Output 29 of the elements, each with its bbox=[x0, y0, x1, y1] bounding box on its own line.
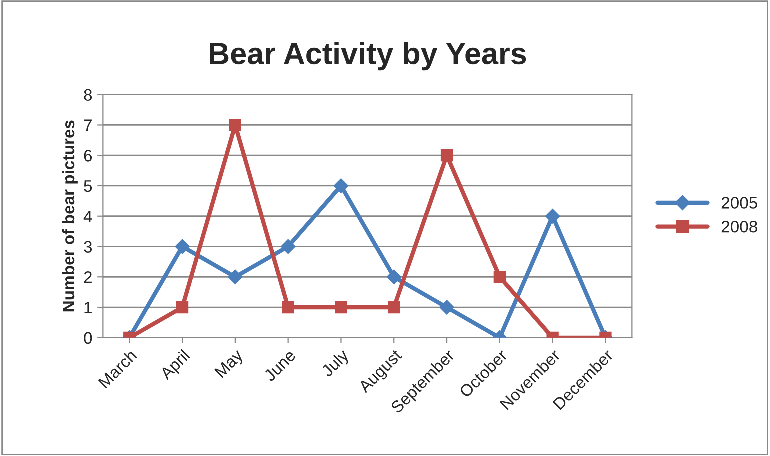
y-tick-label: 2 bbox=[84, 272, 92, 284]
point bbox=[386, 270, 402, 285]
legend-label: 2005 bbox=[722, 197, 758, 209]
y-tick-label: 6 bbox=[84, 150, 92, 162]
y-axis-title: Number of bear pictures bbox=[62, 120, 78, 312]
point bbox=[282, 301, 294, 314]
point bbox=[545, 208, 560, 224]
point bbox=[440, 300, 454, 315]
point bbox=[440, 150, 454, 162]
y-tick-label: 0 bbox=[84, 332, 92, 344]
x-tick-label: July bbox=[320, 348, 352, 380]
point bbox=[280, 239, 296, 254]
point bbox=[335, 301, 348, 314]
point bbox=[494, 271, 506, 284]
point bbox=[229, 119, 242, 132]
point bbox=[176, 301, 189, 314]
y-tick-label: 3 bbox=[84, 241, 92, 253]
point bbox=[388, 301, 400, 314]
chart-title: Bear Activity by Years bbox=[210, 42, 526, 71]
x-tick-label: May bbox=[214, 348, 246, 381]
y-tick-label: 5 bbox=[84, 180, 92, 192]
y-tick-label: 1 bbox=[84, 302, 92, 314]
y-tick-label: 4 bbox=[84, 210, 92, 222]
point bbox=[334, 178, 349, 194]
y-tick-label: 7 bbox=[84, 120, 92, 132]
point bbox=[228, 270, 243, 285]
y-tick-label: 8 bbox=[84, 89, 92, 102]
point bbox=[175, 239, 190, 254]
legend-label: 2008 bbox=[722, 220, 758, 233]
